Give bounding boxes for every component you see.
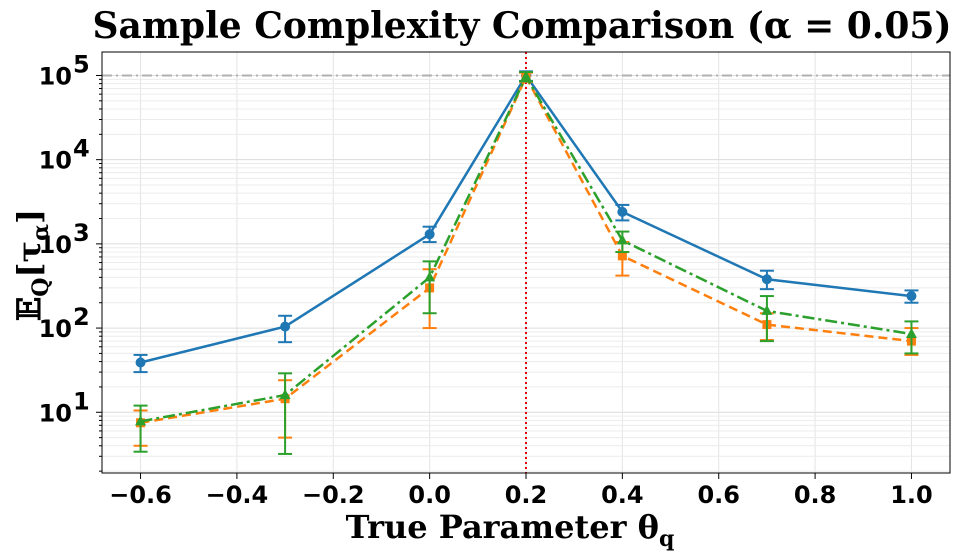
y-axis-label: 𝔼Q[τα] [10,209,54,321]
data-point [906,291,917,302]
series-group [133,70,919,455]
x-tick-label: 0.0 [408,481,451,509]
x-tick-label: −0.4 [206,481,269,509]
data-point [761,304,773,315]
y-tick-exponent: 1 [73,387,90,415]
x-tick-label: 0.4 [601,481,644,509]
y-tick-label: 10 [39,231,72,259]
x-tick-label: 0.2 [505,481,548,509]
y-axis-label-sub2: α [28,224,54,241]
y-axis-label-main: 𝔼 [10,297,48,321]
chart-title: Sample Complexity Comparison (α = 0.05) [93,5,952,47]
x-tick-label: −0.2 [302,481,365,509]
x-axis: −0.6 −0.4 −0.2 0.0 0.2 0.4 0.6 0.8 1.0 [109,473,933,509]
data-point [424,271,436,282]
y-tick-exponent: 3 [73,219,90,247]
data-point [135,415,147,426]
y-tick-exponent: 2 [73,303,90,331]
data-point [520,70,532,81]
x-tick-label: 1.0 [890,481,933,509]
y-tick-label: 10 [39,315,72,343]
y-axis-label-close: ] [10,209,48,224]
data-point [279,389,291,400]
x-axis-label-sub: q [659,526,674,552]
y-axis-label-sub: Q [28,278,54,297]
x-tick-label: 0.6 [697,481,740,509]
x-tick-label: −0.6 [109,481,172,509]
data-point [280,321,291,332]
data-point [135,357,146,368]
y-tick-label: 10 [39,62,72,90]
data-point [905,328,917,339]
y-tick-exponent: 4 [73,135,90,163]
data-point [617,206,628,217]
data-point [424,229,435,240]
data-point [761,274,772,285]
y-tick-label: 10 [39,147,72,175]
y-axis-label-rest: [τ [10,241,48,278]
series-3 [133,70,919,455]
y-tick-label: 10 [39,399,72,427]
data-point [616,234,628,245]
data-point [617,251,627,261]
y-tick-exponent: 5 [73,50,90,78]
x-axis-label: True Parameter θq [346,508,675,552]
x-tick-label: 0.8 [794,481,837,509]
x-axis-label-main: True Parameter θ [346,508,659,546]
